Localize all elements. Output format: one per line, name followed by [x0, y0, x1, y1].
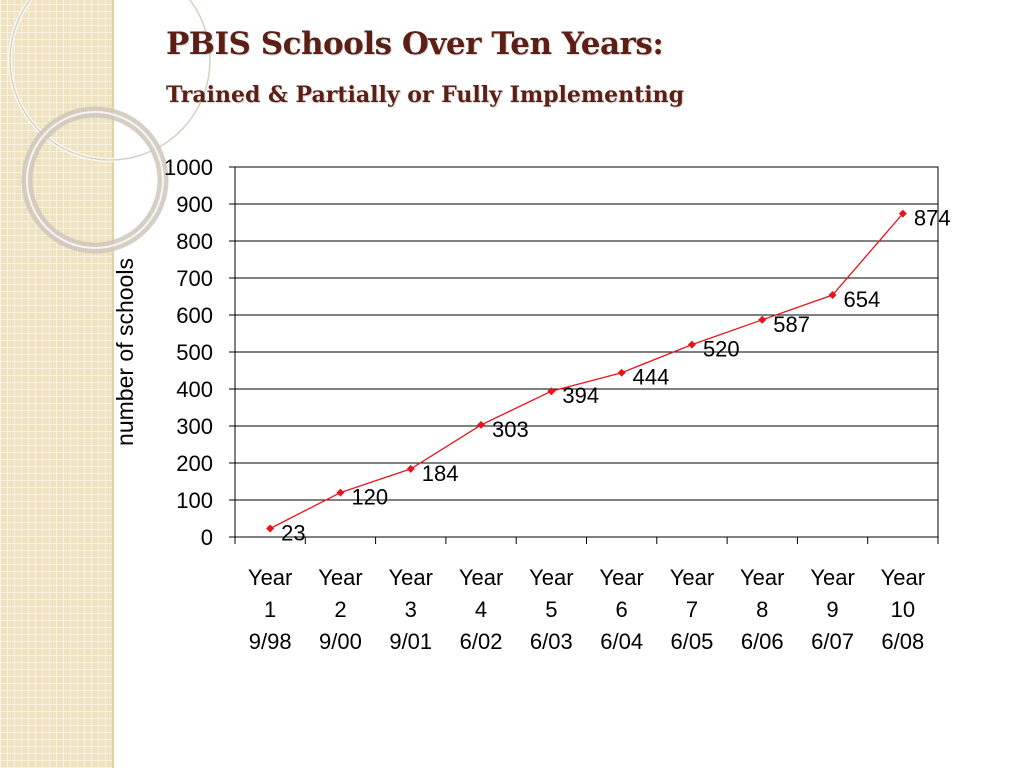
slide-title: PBIS Schools Over Ten Years: [166, 26, 664, 62]
y-tick-label: 100 [176, 488, 213, 513]
x-category-label: Year 7 6/05 [670, 565, 714, 654]
y-tick-label: 600 [176, 303, 213, 328]
data-label: 654 [844, 287, 881, 312]
data-point [336, 488, 345, 497]
data-point [547, 387, 556, 396]
series-line [269, 213, 904, 530]
data-label: 587 [773, 312, 810, 337]
data-label: 394 [562, 383, 599, 408]
y-tick-labels: 0 100 200 300 400 500 600 700 800 900 1000 [164, 155, 213, 550]
x-category-label: Year 9 6/07 [810, 565, 854, 654]
data-point [406, 464, 415, 473]
y-tick-label: 200 [176, 451, 213, 476]
data-label: 874 [914, 206, 951, 231]
data-label: 520 [703, 337, 740, 362]
x-category-label: Year 2 9/00 [318, 565, 362, 654]
x-category-label: Year 1 9/98 [248, 565, 292, 654]
data-point [477, 420, 486, 429]
x-category-label: Year 5 6/03 [529, 565, 573, 654]
data-label: 120 [351, 485, 388, 510]
y-tick-label: 1000 [164, 155, 213, 180]
grid-lines [235, 166, 938, 501]
y-tick-label: 700 [176, 266, 213, 291]
slide-subtitle: Trained & Partially or Fully Implementin… [166, 82, 685, 108]
data-label: 184 [422, 461, 459, 486]
y-axis-title: number of schools [112, 258, 138, 446]
x-category-label: Year 6 6/04 [599, 565, 643, 654]
x-category-labels: Year 1 9/98 Year 2 9/00 Year 3 9/01 Year 4 6/02 Year… [248, 565, 925, 654]
data-label: 303 [492, 417, 529, 442]
axes [229, 166, 939, 544]
y-tick-label: 300 [176, 414, 213, 439]
y-tick-label: 500 [176, 340, 213, 365]
y-tick-label: 800 [176, 229, 213, 254]
x-category-label: Year 4 6/02 [459, 565, 503, 654]
y-tick-label: 400 [176, 377, 213, 402]
y-tick-label: 900 [176, 192, 213, 217]
x-category-label: Year 3 9/01 [389, 565, 433, 654]
data-label: 23 [281, 520, 305, 545]
y-tick-label: 0 [201, 525, 213, 550]
data-point [687, 340, 696, 349]
series-line [266, 209, 907, 533]
data-label: 444 [633, 365, 670, 390]
x-category-label: Year 8 6/06 [740, 565, 784, 654]
x-category-label: Year 10 6/08 [881, 565, 925, 654]
data-point [758, 315, 767, 324]
data-labels: 23 120 184 303 394 444 520 587 654 874 [281, 206, 950, 546]
data-point [898, 209, 907, 218]
data-point [828, 291, 837, 300]
decorative-circles [8, 0, 212, 254]
data-point [617, 368, 626, 377]
data-point [266, 524, 275, 533]
